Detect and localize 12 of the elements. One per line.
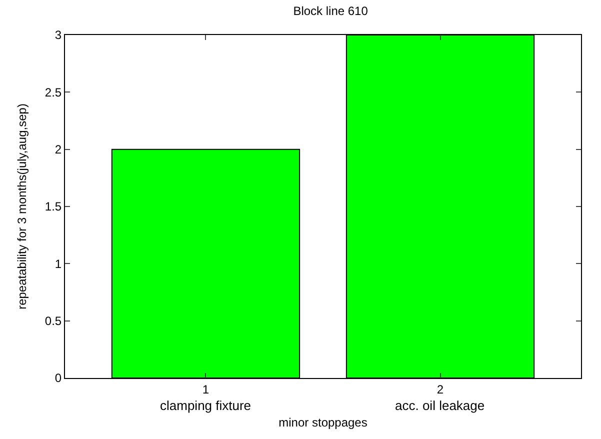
y-tick-label: 3 — [54, 28, 62, 42]
chart-title: Block line 610 — [293, 4, 368, 18]
y-tick-label: 0 — [54, 371, 62, 386]
y-tick-label: 2 — [54, 142, 62, 157]
y-tick-label: 1 — [54, 256, 62, 271]
y-tick-label: 2.5 — [44, 85, 62, 100]
annotation: acc. oil leakage — [395, 398, 485, 413]
y-tick-label: 0.5 — [44, 314, 62, 328]
x-axis-title: minor stoppages — [278, 415, 368, 430]
y-axis-title: repeatability for 3 months(july,aug,sep) — [15, 104, 30, 310]
annotation: clamping fixture — [160, 398, 252, 413]
y-tick-label: 1.5 — [44, 200, 62, 214]
